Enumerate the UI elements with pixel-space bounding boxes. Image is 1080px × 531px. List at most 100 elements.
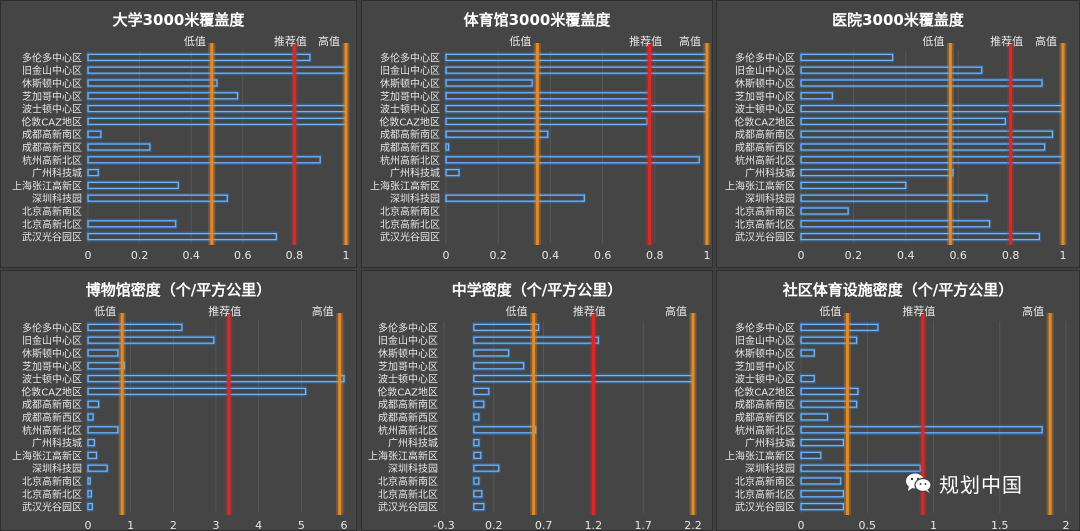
chart-panel: 医院3000米覆盖度 0 0.2 0.4 0.6 0.8 1 多伦多中心区 旧金山中心区 休斯顿中… bbox=[716, 0, 1080, 268]
bar bbox=[87, 92, 239, 100]
category-label: 芝加哥中心区 bbox=[735, 90, 795, 103]
category-label: 波士顿中心区 bbox=[378, 373, 438, 386]
bar bbox=[87, 451, 98, 459]
x-tick-label: -0.3 bbox=[433, 519, 454, 531]
recommended-line-label: 推荐值 bbox=[573, 304, 606, 318]
category-label: 多伦多中心区 bbox=[380, 51, 440, 64]
x-tick-label: 0.8 bbox=[646, 249, 664, 262]
x-tick-label: 0.2 bbox=[131, 249, 149, 262]
category-label: 成都高新西区 bbox=[735, 141, 795, 154]
bar bbox=[473, 413, 480, 421]
x-tick-label: 1.5 bbox=[991, 519, 1009, 531]
category-label: 深圳科技园 bbox=[32, 462, 82, 475]
x-tick-label: 0.6 bbox=[234, 249, 252, 262]
bar bbox=[445, 117, 648, 126]
x-tick-label: 2 bbox=[1063, 519, 1070, 531]
recommended-line-label: 推荐值 bbox=[629, 34, 662, 48]
x-tick-label: 1 bbox=[930, 519, 937, 531]
bar bbox=[473, 451, 482, 459]
bar bbox=[800, 181, 907, 189]
x-tick-label: 0 bbox=[798, 249, 805, 262]
category-label: 成都高新南区 bbox=[380, 128, 440, 141]
chart-title: 博物馆密度（个/平方公里） bbox=[85, 281, 272, 299]
category-label: 旧金山中心区 bbox=[22, 64, 82, 77]
bar bbox=[87, 194, 228, 202]
bar bbox=[87, 400, 100, 408]
x-tick-label: 0.7 bbox=[535, 519, 553, 531]
category-label: 休斯顿中心区 bbox=[22, 347, 82, 360]
category-label: 北京高新南区 bbox=[22, 475, 82, 488]
x-tick-label: 1 bbox=[704, 249, 711, 262]
category-label: 波士顿中心区 bbox=[735, 373, 795, 386]
category-label: 北京高新南区 bbox=[378, 475, 438, 488]
bar bbox=[445, 156, 700, 164]
category-label: 深圳科技园 bbox=[745, 462, 795, 475]
low-line-label: 低值 bbox=[506, 305, 528, 318]
x-tick-label: 0.4 bbox=[182, 249, 200, 262]
bar bbox=[445, 143, 450, 151]
category-label: 杭州高新北区 bbox=[735, 154, 795, 167]
bar bbox=[87, 143, 151, 151]
x-tick-label: 0.4 bbox=[542, 249, 560, 262]
bar bbox=[473, 464, 500, 472]
bar bbox=[800, 451, 822, 459]
bar bbox=[473, 323, 540, 332]
bar bbox=[87, 336, 215, 344]
chart-title: 体育馆3000米覆盖度 bbox=[463, 11, 611, 29]
category-label: 成都高新南区 bbox=[735, 398, 795, 411]
bar bbox=[87, 439, 96, 447]
bar bbox=[800, 387, 859, 396]
x-tick-label: 2.2 bbox=[684, 519, 702, 531]
category-label: 武汉光谷园区 bbox=[735, 501, 795, 514]
x-tick-label: 0.6 bbox=[949, 249, 967, 262]
x-tick-label: 0 bbox=[798, 519, 805, 531]
x-tick-label: 4 bbox=[255, 519, 262, 531]
category-label: 休斯顿中心区 bbox=[378, 347, 438, 360]
bar bbox=[800, 439, 845, 447]
bar bbox=[87, 349, 119, 357]
bar bbox=[800, 194, 988, 202]
category-label: 杭州高新北区 bbox=[22, 154, 82, 167]
category-label: 多伦多中心区 bbox=[378, 321, 438, 334]
category-label: 北京高新北区 bbox=[378, 488, 438, 501]
bar bbox=[800, 336, 858, 344]
category-label: 深圳科技园 bbox=[745, 192, 795, 205]
x-tick-label: 0 bbox=[85, 519, 92, 531]
bar bbox=[800, 323, 879, 332]
bar bbox=[473, 336, 599, 344]
bar bbox=[800, 413, 829, 421]
bar bbox=[800, 66, 983, 74]
bar bbox=[473, 349, 510, 357]
category-label: 多伦多中心区 bbox=[735, 321, 795, 334]
category-label: 伦敦CAZ地区 bbox=[377, 385, 438, 398]
x-tick-label: 1.7 bbox=[634, 519, 652, 531]
bar bbox=[87, 181, 179, 189]
bar bbox=[800, 117, 1006, 126]
category-label: 休斯顿中心区 bbox=[22, 77, 82, 90]
category-label: 芝加哥中心区 bbox=[378, 360, 438, 373]
chart-panel: 大学3000米覆盖度 0 0.2 0.4 0.6 0.8 1 多伦多中心区 旧金山中心区 休斯顿中… bbox=[0, 0, 357, 268]
bar bbox=[87, 387, 307, 396]
category-label: 伦敦CAZ地区 bbox=[21, 385, 82, 398]
category-label: 武汉光谷园区 bbox=[735, 231, 795, 244]
category-label: 上海张江高新区 bbox=[12, 449, 82, 462]
x-tick-label: 6 bbox=[341, 519, 348, 531]
x-tick-label: 1 bbox=[343, 249, 350, 262]
category-label: 多伦多中心区 bbox=[735, 51, 795, 64]
category-label: 上海张江高新区 bbox=[12, 179, 82, 192]
category-label: 波士顿中心区 bbox=[22, 373, 82, 386]
category-label: 成都高新南区 bbox=[22, 128, 82, 141]
category-label: 上海张江高新区 bbox=[370, 179, 440, 192]
bar bbox=[87, 53, 311, 62]
category-label: 广州科技城 bbox=[388, 437, 438, 450]
watermark: 规划中国 bbox=[905, 468, 1065, 498]
bar bbox=[87, 490, 93, 498]
category-label: 休斯顿中心区 bbox=[735, 77, 795, 90]
x-tick-label: 0.8 bbox=[286, 249, 304, 262]
x-tick-label: 0.5 bbox=[859, 519, 877, 531]
low-line-label: 低值 bbox=[922, 35, 944, 48]
recommended-line-label: 推荐值 bbox=[208, 304, 241, 318]
category-label: 上海张江高新区 bbox=[725, 449, 795, 462]
bar bbox=[87, 79, 218, 87]
category-label: 波士顿中心区 bbox=[22, 103, 82, 116]
